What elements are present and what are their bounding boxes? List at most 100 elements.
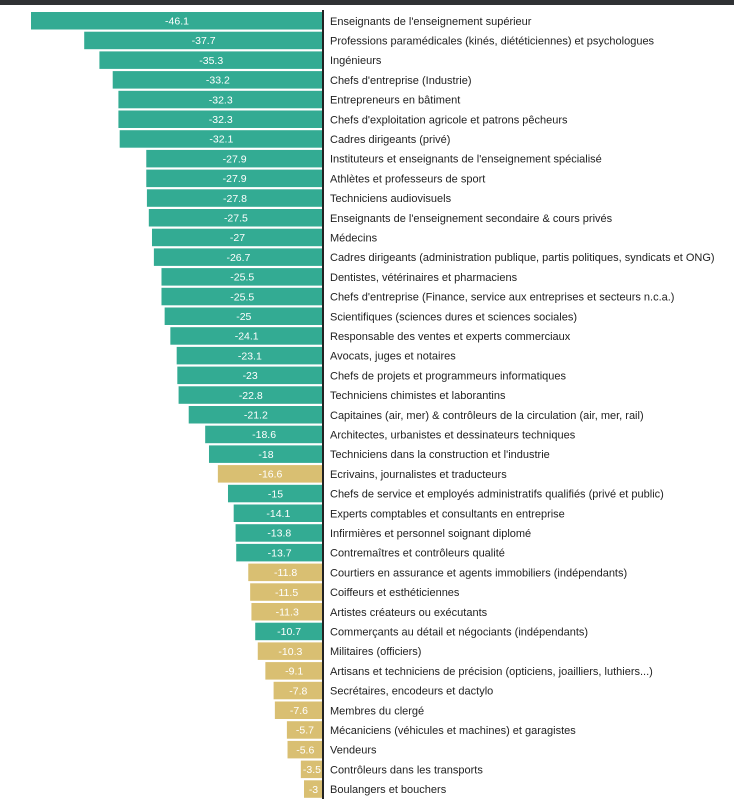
bar: [205, 425, 323, 444]
category-label: Ecrivains, journalistes et traducteurs: [330, 469, 507, 481]
category-label: Chefs d'entreprise (Industrie): [330, 75, 472, 87]
category-label: Membres du clergé: [330, 705, 424, 717]
value-label: -13.7: [268, 547, 292, 559]
category-label: Enseignants de l'enseignement secondaire…: [330, 213, 613, 225]
bar: [151, 228, 323, 247]
value-label: -25.5: [230, 291, 254, 303]
value-label: -26.7: [226, 252, 250, 264]
value-label: -3: [309, 784, 318, 796]
value-label: -10.3: [278, 646, 302, 658]
bar: [146, 149, 323, 168]
bar: [233, 504, 323, 522]
category-label: Dentistes, vétérinaires et pharmaciens: [330, 272, 518, 284]
value-label: -27.9: [223, 173, 247, 185]
bar: [148, 209, 323, 227]
category-label: Avocats, juges et notaires: [330, 351, 456, 363]
value-label: -11.8: [274, 567, 297, 579]
value-label: -11.3: [276, 606, 299, 618]
bar: [178, 386, 323, 404]
category-label: Chefs d'exploitation agricole et patrons…: [330, 114, 568, 126]
bar: [265, 662, 323, 680]
bar: [177, 366, 323, 385]
value-label: -27.5: [224, 212, 248, 224]
bar: [118, 110, 324, 128]
bar: [257, 642, 323, 660]
category-label: Techniciens dans la construction et l'in…: [330, 449, 550, 461]
category-label: Responsable des ventes et experts commer…: [330, 331, 571, 343]
category-label: Experts comptables et consultants en ent…: [330, 508, 565, 520]
value-label: -27.8: [223, 193, 247, 205]
category-label: Boulangers et bouchers: [330, 784, 447, 796]
bar: [255, 622, 323, 641]
category-label: Techniciens audiovisuels: [330, 193, 452, 205]
bar: [217, 465, 323, 483]
value-label: -24.1: [235, 331, 259, 343]
value-label: -46.1: [165, 15, 189, 27]
category-label: Contrôleurs dans les transports: [330, 764, 483, 776]
value-label: -7.8: [289, 685, 307, 697]
value-label: -27: [230, 232, 245, 244]
value-label: -32.3: [209, 114, 233, 126]
bar: [188, 406, 323, 424]
category-label: Artisans et techniciens de précision (op…: [330, 666, 653, 678]
bar: [84, 31, 323, 50]
category-label: Chefs de service et employés administrat…: [330, 489, 664, 501]
bar: [153, 248, 323, 266]
value-label: -3.5: [303, 764, 321, 776]
bar: [300, 760, 323, 779]
category-label: Ingénieurs: [330, 55, 382, 67]
category-label: Secrétaires, encodeurs et dactylo: [330, 686, 493, 698]
category-label: Médecins: [330, 232, 378, 244]
bar: [112, 71, 324, 89]
category-label: Architectes, urbanistes et dessinateurs …: [330, 429, 576, 441]
category-label: Cadres dirigeants (administration publiq…: [330, 252, 715, 264]
value-label: -23.1: [238, 350, 262, 362]
value-label: -18: [258, 449, 273, 461]
category-label: Coiffeurs et esthéticiennes: [330, 587, 460, 599]
bar: [146, 169, 323, 188]
category-label: Vendeurs: [330, 745, 377, 757]
value-label: -23: [243, 370, 258, 382]
bar: [286, 721, 323, 739]
value-label: -33.2: [206, 75, 230, 87]
bar: [251, 603, 323, 621]
top-dark-strip: [0, 0, 734, 5]
bar: [119, 130, 323, 148]
value-label: -15: [268, 488, 283, 500]
bar: [31, 12, 323, 30]
category-label: Techniciens chimistes et laborantins: [330, 390, 506, 402]
bar: [161, 268, 323, 286]
value-label: -35.3: [199, 55, 223, 67]
value-label: -22.8: [239, 390, 263, 402]
bar: [164, 307, 323, 325]
value-label: -5.7: [296, 725, 314, 737]
value-label: -25: [236, 311, 251, 323]
bar: [274, 701, 323, 719]
category-label: Enseignants de l'enseignement supérieur: [330, 16, 532, 28]
bar: [235, 524, 323, 542]
value-label: -21.2: [244, 409, 268, 421]
value-label: -37.7: [192, 35, 216, 47]
value-label: -13.8: [267, 528, 291, 540]
category-label: Scientifiques (sciences dures et science…: [330, 311, 577, 323]
bar: [227, 484, 323, 503]
bar: [146, 189, 323, 207]
bar: [118, 90, 324, 109]
value-label: -10.7: [277, 626, 301, 638]
category-label: Entrepreneurs en bâtiment: [330, 95, 460, 107]
bar: [170, 327, 323, 345]
bar: [287, 740, 323, 759]
category-label: Artistes créateurs ou exécutants: [330, 607, 488, 619]
value-label: -32.1: [209, 134, 233, 146]
bar: [236, 543, 323, 562]
category-label: Athlètes et professeurs de sport: [330, 173, 485, 185]
category-label: Courtiers en assurance et agents immobil…: [330, 567, 627, 579]
bar: [176, 346, 323, 365]
category-label: Infirmières et personnel soignant diplom…: [330, 528, 531, 540]
category-label: Militaires (officiers): [330, 646, 421, 658]
category-label: Mécaniciens (véhicules et machines) et g…: [330, 725, 576, 737]
value-label: -9.1: [285, 666, 303, 678]
value-label: -5.6: [296, 744, 314, 756]
bar: [250, 583, 323, 601]
